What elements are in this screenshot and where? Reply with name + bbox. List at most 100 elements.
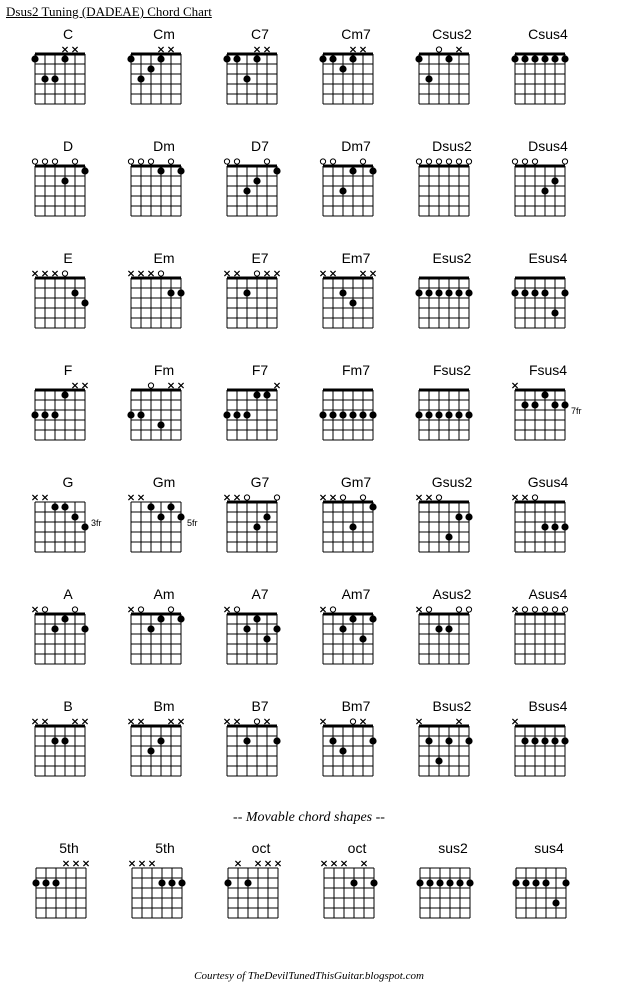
diagram-wrap bbox=[212, 156, 308, 218]
chord-diagram bbox=[319, 156, 377, 218]
chord-cell: Am7 bbox=[308, 586, 404, 666]
diagram-wrap bbox=[116, 44, 212, 106]
movable-subheader: -- Movable chord shapes -- bbox=[0, 810, 618, 826]
chord-name: Fsus4 bbox=[500, 362, 596, 378]
chord-cell: A7 bbox=[212, 586, 308, 666]
chord-diagram bbox=[511, 44, 569, 106]
chord-name: E bbox=[20, 250, 116, 266]
chord-diagram bbox=[223, 380, 281, 442]
chord-diagram bbox=[223, 156, 281, 218]
chord-cell: F bbox=[20, 362, 116, 442]
chord-cell: E bbox=[20, 250, 116, 330]
chord-name: oct bbox=[309, 840, 405, 856]
chord-name: F7 bbox=[212, 362, 308, 378]
chord-diagram bbox=[127, 44, 185, 106]
chord-diagram bbox=[319, 380, 377, 442]
chord-diagram bbox=[31, 380, 89, 442]
chord-name: B7 bbox=[212, 698, 308, 714]
chord-cell: Bm bbox=[116, 698, 212, 778]
chord-name: sus4 bbox=[501, 840, 597, 856]
diagram-wrap bbox=[404, 604, 500, 666]
diagram-wrap bbox=[213, 858, 309, 920]
chord-name: Am7 bbox=[308, 586, 404, 602]
chord-cell: D bbox=[20, 138, 116, 218]
chord-name: G bbox=[20, 474, 116, 490]
chord-diagram bbox=[223, 268, 281, 330]
diagram-wrap bbox=[500, 156, 596, 218]
diagram-wrap bbox=[116, 268, 212, 330]
chord-cell: Esus4 bbox=[500, 250, 596, 330]
chord-cell: Em bbox=[116, 250, 212, 330]
diagram-wrap bbox=[500, 604, 596, 666]
diagram-wrap bbox=[308, 604, 404, 666]
chord-name: Em bbox=[116, 250, 212, 266]
diagram-wrap bbox=[308, 716, 404, 778]
chord-cell: Csus4 bbox=[500, 26, 596, 106]
chord-cell: Asus4 bbox=[500, 586, 596, 666]
chord-diagram bbox=[31, 268, 89, 330]
chord-diagram bbox=[31, 44, 89, 106]
chord-cell: Gsus4 bbox=[500, 474, 596, 554]
chord-diagram bbox=[415, 716, 473, 778]
chord-diagram bbox=[31, 492, 89, 554]
chord-name: Csus4 bbox=[500, 26, 596, 42]
chord-name: Fm7 bbox=[308, 362, 404, 378]
chord-cell: Dsus2 bbox=[404, 138, 500, 218]
chord-diagram bbox=[319, 44, 377, 106]
chord-diagram bbox=[511, 380, 569, 442]
diagram-wrap bbox=[116, 604, 212, 666]
chord-cell: G3fr bbox=[20, 474, 116, 554]
diagram-wrap bbox=[404, 268, 500, 330]
chord-name: Esus2 bbox=[404, 250, 500, 266]
diagram-wrap bbox=[308, 268, 404, 330]
chord-diagram bbox=[415, 492, 473, 554]
chord-cell: Csus2 bbox=[404, 26, 500, 106]
diagram-wrap bbox=[308, 492, 404, 554]
movable-chord-grid: 5th5thoctoctsus2sus4 bbox=[0, 840, 618, 952]
chord-diagram bbox=[416, 858, 474, 920]
diagram-wrap: 5fr bbox=[116, 492, 212, 554]
chord-cell: E7 bbox=[212, 250, 308, 330]
diagram-wrap bbox=[20, 156, 116, 218]
chord-diagram bbox=[223, 492, 281, 554]
chord-cell: D7 bbox=[212, 138, 308, 218]
chord-cell: B7 bbox=[212, 698, 308, 778]
chord-cell: Dm7 bbox=[308, 138, 404, 218]
chord-diagram bbox=[127, 716, 185, 778]
diagram-wrap bbox=[21, 858, 117, 920]
chord-name: Bm bbox=[116, 698, 212, 714]
chord-diagram bbox=[511, 268, 569, 330]
chord-diagram bbox=[319, 268, 377, 330]
page-title: Dsus2 Tuning (DADEAE) Chord Chart bbox=[0, 4, 618, 26]
chord-name: Cm7 bbox=[308, 26, 404, 42]
chord-cell: Bsus4 bbox=[500, 698, 596, 778]
chord-diagram bbox=[415, 156, 473, 218]
main-chord-grid: CCmC7Cm7Csus2Csus4DDmD7Dm7Dsus2Dsus4EEmE… bbox=[0, 26, 618, 810]
chord-name: Bsus2 bbox=[404, 698, 500, 714]
diagram-wrap bbox=[212, 604, 308, 666]
fret-label: 5fr bbox=[187, 518, 201, 528]
chord-cell: B bbox=[20, 698, 116, 778]
diagram-wrap bbox=[20, 380, 116, 442]
diagram-wrap bbox=[212, 380, 308, 442]
chord-cell: C7 bbox=[212, 26, 308, 106]
chord-name: A7 bbox=[212, 586, 308, 602]
chord-name: Bm7 bbox=[308, 698, 404, 714]
chord-cell: G7 bbox=[212, 474, 308, 554]
diagram-wrap bbox=[500, 716, 596, 778]
diagram-wrap bbox=[404, 380, 500, 442]
chord-diagram bbox=[512, 858, 570, 920]
diagram-wrap bbox=[308, 44, 404, 106]
diagram-wrap bbox=[212, 44, 308, 106]
chord-name: Gm7 bbox=[308, 474, 404, 490]
chord-cell: Em7 bbox=[308, 250, 404, 330]
chord-cell: C bbox=[20, 26, 116, 106]
chord-cell: sus2 bbox=[405, 840, 501, 920]
chord-name: Cm bbox=[116, 26, 212, 42]
chord-name: F bbox=[20, 362, 116, 378]
chord-diagram bbox=[31, 716, 89, 778]
chord-cell: A bbox=[20, 586, 116, 666]
chord-name: Dsus2 bbox=[404, 138, 500, 154]
chord-diagram bbox=[127, 156, 185, 218]
chord-cell: Gm7 bbox=[308, 474, 404, 554]
